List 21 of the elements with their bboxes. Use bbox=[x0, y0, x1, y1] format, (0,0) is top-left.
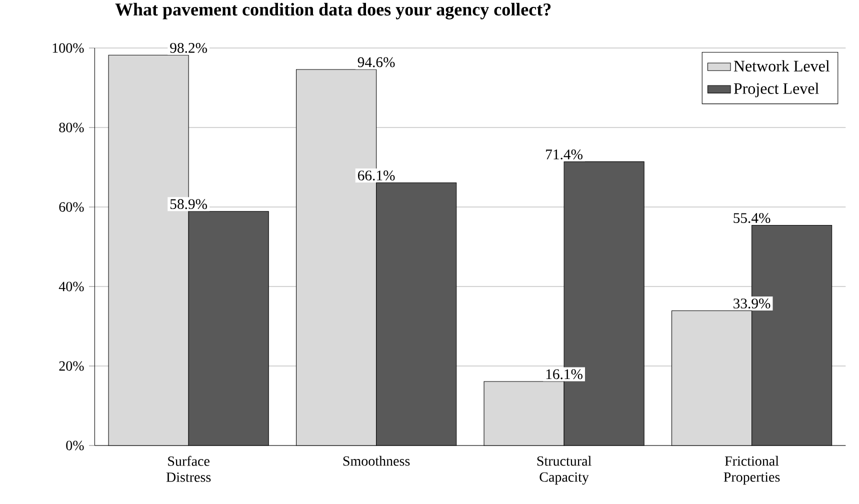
x-tick-label: Smoothness bbox=[343, 456, 410, 466]
data-label: 98.2% bbox=[170, 42, 208, 53]
y-tick-label: 40% bbox=[58, 282, 84, 292]
y-tick-label: 0% bbox=[66, 440, 84, 450]
data-label: 58.9% bbox=[170, 199, 208, 210]
data-label: 94.6% bbox=[358, 57, 395, 68]
data-label: 55.4% bbox=[734, 212, 770, 223]
data-label: 16.1% bbox=[546, 369, 582, 380]
y-tick-label: 100% bbox=[52, 43, 84, 53]
y-tick-label: 80% bbox=[59, 122, 84, 132]
x-tick-label: Frictional Properties bbox=[724, 456, 780, 485]
y-tick-label: 20% bbox=[59, 361, 84, 371]
data-label: 66.1% bbox=[358, 170, 395, 180]
chart-title: What pavement condition data does your agency collect? bbox=[115, 2, 551, 20]
y-tick-label: 60% bbox=[59, 202, 84, 212]
legend-label: Project Level bbox=[734, 82, 819, 98]
x-tick-label: Surface Distress bbox=[166, 456, 211, 482]
data-label: 33.9% bbox=[734, 298, 770, 308]
legend-label: Network Level bbox=[734, 60, 830, 72]
x-tick-label: Structural Capacity bbox=[537, 456, 592, 485]
data-label: 71.4% bbox=[546, 149, 582, 160]
